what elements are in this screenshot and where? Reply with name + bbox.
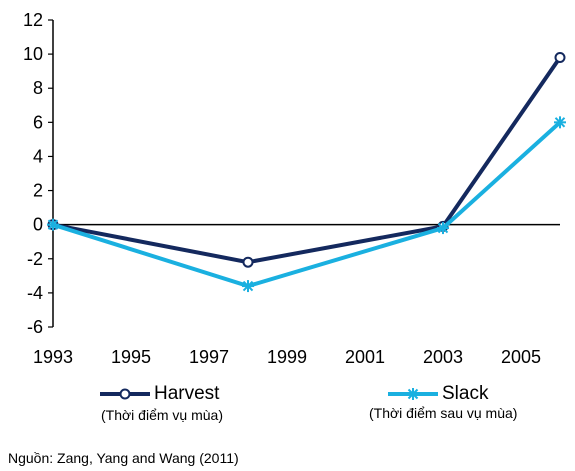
legend-slack-note: (Thời điểm sau vụ mùa)	[369, 405, 518, 421]
data-point	[242, 256, 254, 268]
data-point	[554, 52, 566, 64]
x-tick-label: 2005	[501, 347, 541, 367]
y-tick-label: 0	[33, 215, 43, 235]
data-point	[437, 222, 449, 235]
x-tick-label: 1997	[189, 347, 229, 367]
y-tick-label: -4	[27, 283, 43, 303]
y-tick-label: 2	[33, 181, 43, 201]
y-tick-label: 12	[23, 10, 43, 30]
y-tick-label: -6	[27, 317, 43, 337]
x-tick-label: 2003	[423, 347, 463, 367]
data-point	[47, 218, 59, 231]
y-tick-label: 4	[33, 146, 43, 166]
series-line-harvest	[52, 56, 562, 265]
chart-series	[47, 52, 566, 293]
x-tick-label: 1995	[111, 347, 151, 367]
legend-slack-swatch	[388, 388, 438, 400]
x-tick-label: 2001	[345, 347, 385, 367]
series-line-slack	[52, 120, 562, 289]
legend-slack-label: Slack	[442, 383, 489, 404]
chart-axes: 12 10 8 6 4 2 0 -2 -4 -6 1993 1995 1997 1999 2001 2003 2…	[23, 10, 560, 367]
y-tick-label: 8	[33, 78, 43, 98]
legend-harvest-swatch	[100, 388, 150, 400]
legend-harvest-note: (Thời điểm vụ mùa)	[101, 407, 223, 423]
y-tick-label: 6	[33, 112, 43, 132]
y-tick-label: 10	[23, 44, 43, 64]
source-note: Nguồn: Zang, Yang and Wang (2011)	[8, 450, 239, 466]
x-tick-label: 1999	[267, 347, 307, 367]
data-point	[242, 280, 254, 293]
data-point	[554, 116, 566, 129]
y-tick-label: -2	[27, 249, 43, 269]
x-tick-label: 1993	[33, 347, 73, 367]
legend-harvest-label: Harvest	[154, 383, 220, 404]
